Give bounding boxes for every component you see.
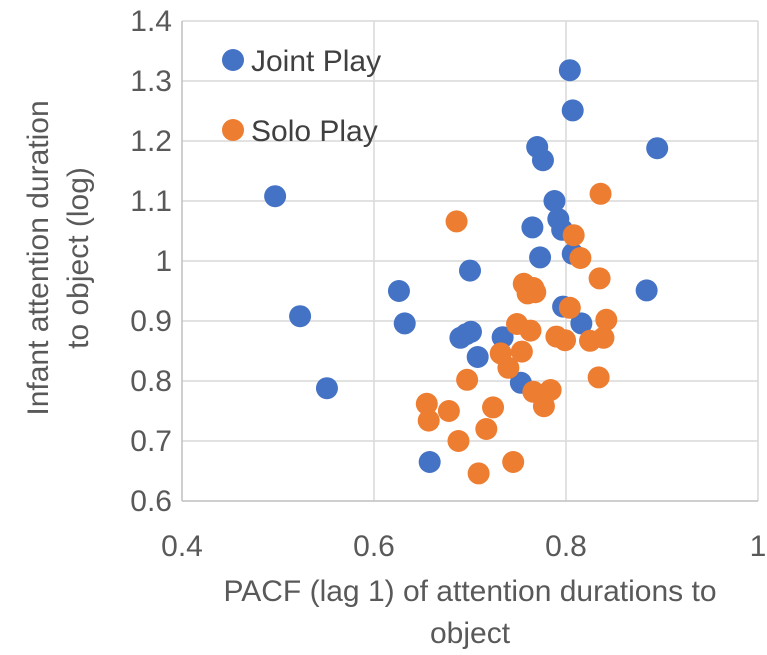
- joint-play-point: [466, 346, 489, 368]
- solo-play-point: [417, 409, 440, 432]
- solo-play-point: [415, 392, 438, 415]
- y-tick-label: 1.2: [130, 125, 172, 158]
- solo-play-point: [562, 224, 585, 247]
- x-axis-title-line2: object: [430, 617, 511, 650]
- solo-play-point: [558, 296, 581, 319]
- joint-play-point: [459, 259, 481, 282]
- y-tick-label: 1.4: [130, 5, 172, 38]
- joint-play-point: [570, 312, 593, 335]
- solo-play-legend-label: Solo Play: [251, 115, 378, 148]
- solo-play-point: [524, 281, 547, 304]
- legend: Joint Play Solo Play: [222, 45, 381, 148]
- solo-play-point: [467, 462, 490, 485]
- joint-play-point: [418, 451, 441, 473]
- joint-play-point: [393, 312, 416, 335]
- joint-play-point: [558, 59, 581, 82]
- x-tick-label: 0.4: [161, 530, 203, 563]
- y-tick-label: 1.1: [130, 185, 172, 218]
- tick-labels: 0.6 0.7 0.8 0.9 1 1.1 1.2 1.3 1.4 0.4 0.6 0.8 1: [130, 5, 766, 563]
- joint-play-point: [459, 320, 482, 343]
- joint-play-point: [387, 280, 410, 302]
- solo-play-point: [482, 396, 505, 419]
- solo-play-point: [437, 400, 460, 422]
- y-tick-label: 0.7: [130, 425, 172, 458]
- solo-play-point: [588, 267, 611, 290]
- y-axis-title-line1: Infant attention duration: [22, 100, 55, 415]
- axes: [181, 21, 758, 502]
- x-axis-title-line1: PACF (lag 1) of attention durations to: [223, 575, 716, 608]
- solo-play-point: [569, 247, 592, 269]
- joint-play-point: [521, 216, 544, 239]
- x-tick-label: 1: [750, 530, 767, 563]
- joint-play-point: [289, 305, 312, 328]
- joint-play-point: [646, 137, 669, 160]
- joint-play-point: [543, 190, 566, 212]
- y-tick-label: 1.3: [130, 65, 172, 98]
- y-tick-label: 0.8: [130, 365, 172, 398]
- joint-play-point: [315, 377, 338, 400]
- joint-play-point: [491, 326, 514, 349]
- solo-play-legend-marker: [222, 119, 244, 141]
- solo-play-point: [589, 182, 612, 205]
- solo-play-point: [447, 430, 470, 452]
- data-points: [264, 59, 669, 485]
- gridlines: [182, 20, 759, 501]
- y-tick-label: 1: [155, 245, 172, 278]
- y-tick-label: 0.6: [130, 485, 172, 518]
- joint-play-point: [561, 99, 584, 122]
- x-tick-label: 0.6: [353, 530, 395, 563]
- solo-play-point: [554, 329, 577, 352]
- solo-play-point: [592, 326, 615, 349]
- y-axis-title: Infant attention duration to object (log…: [22, 100, 95, 415]
- solo-play-point: [456, 368, 479, 391]
- solo-play-point: [497, 356, 520, 379]
- solo-play-point: [595, 308, 618, 331]
- solo-play-point: [475, 418, 498, 440]
- y-axis-title-line2: to object (log): [62, 167, 95, 349]
- solo-play-point: [510, 340, 533, 363]
- x-tick-label: 0.8: [545, 530, 587, 563]
- solo-play-point: [587, 366, 610, 389]
- joint-play-legend-marker: [222, 49, 244, 71]
- solo-play-point: [445, 210, 468, 233]
- solo-play-point: [519, 319, 542, 342]
- y-tick-label: 0.9: [130, 305, 172, 338]
- joint-play-point: [531, 149, 554, 172]
- joint-play-point: [264, 185, 287, 208]
- solo-play-point: [502, 451, 525, 473]
- joint-play-legend-label: Joint Play: [251, 45, 381, 78]
- joint-play-point: [529, 246, 552, 269]
- joint-play-point: [635, 279, 658, 302]
- solo-play-point: [539, 379, 562, 401]
